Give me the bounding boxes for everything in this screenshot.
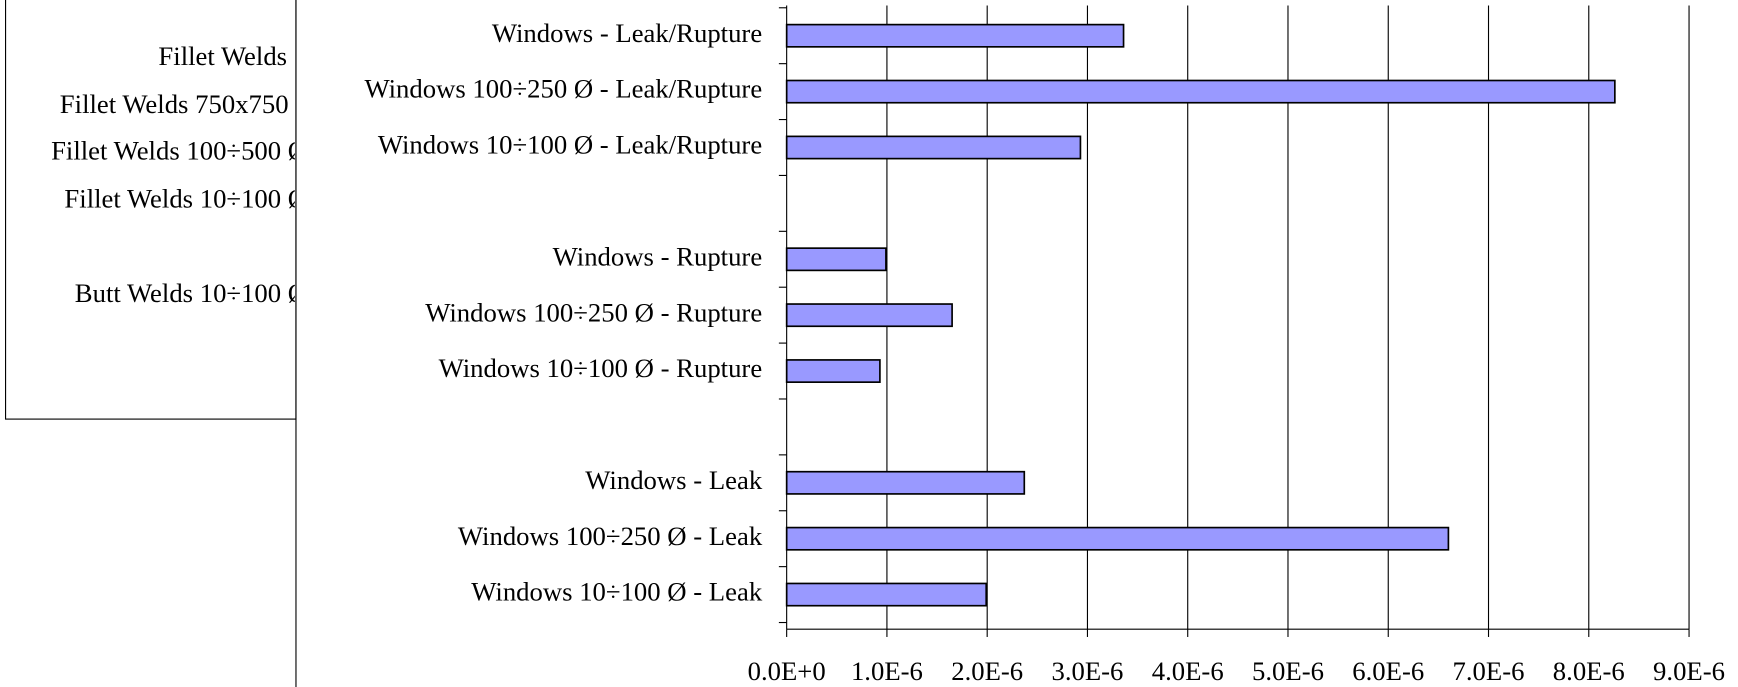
bar xyxy=(785,470,1026,495)
bar xyxy=(785,582,988,607)
background-label: Fillet Welds xyxy=(158,41,287,71)
background-label: Butt Welds 10÷100 Ø xyxy=(75,278,307,308)
x-tick-label: 4.0E-6 xyxy=(1152,656,1224,686)
y-tick-label: Windows 100÷250 Ø - Leak xyxy=(458,521,763,551)
bar xyxy=(785,79,1616,104)
bar xyxy=(785,23,1125,48)
y-tick-label: Windows - Rupture xyxy=(553,241,763,271)
bar xyxy=(785,359,881,383)
y-tick-label: Windows 10÷100 Ø - Leak/Rupture xyxy=(378,130,762,160)
bar xyxy=(785,526,1450,551)
x-tick-label: 7.0E-6 xyxy=(1453,656,1525,686)
y-tick-label: Windows 10÷100 Ø - Rupture xyxy=(439,353,763,383)
bar xyxy=(785,247,887,272)
bar xyxy=(785,135,1082,160)
y-tick-label: Windows - Leak xyxy=(585,465,763,495)
x-tick-label: 6.0E-6 xyxy=(1352,656,1424,686)
x-tick-label: 2.0E-6 xyxy=(951,656,1023,686)
background-label: Fillet Welds 10÷100 Ø xyxy=(64,183,307,213)
y-tick-label: Windows 100÷250 Ø - Leak/Rupture xyxy=(364,74,762,104)
background-chart: Fillet Welds Fillet Welds 750x750 ? Fillet… xyxy=(51,41,307,308)
x-tick-label: 1.0E-6 xyxy=(851,656,923,686)
x-tick-label: 5.0E-6 xyxy=(1252,656,1324,686)
x-tick-label: 3.0E-6 xyxy=(1051,656,1123,686)
background-label: Fillet Welds 750x750 ? xyxy=(60,89,307,119)
background-label: Fillet Welds 100÷500 Ø xyxy=(51,136,307,166)
y-tick-label: Windows 10÷100 Ø - Leak xyxy=(471,577,763,607)
x-tick-label: 9.0E-6 xyxy=(1653,656,1725,686)
y-tick-label: Windows - Leak/Rupture xyxy=(492,18,762,48)
y-tick-label: Windows 100÷250 Ø - Rupture xyxy=(425,297,762,327)
bar xyxy=(785,303,953,328)
x-tick-label: 8.0E-6 xyxy=(1553,656,1625,686)
x-tick-label: 0.0E+0 xyxy=(748,656,826,686)
